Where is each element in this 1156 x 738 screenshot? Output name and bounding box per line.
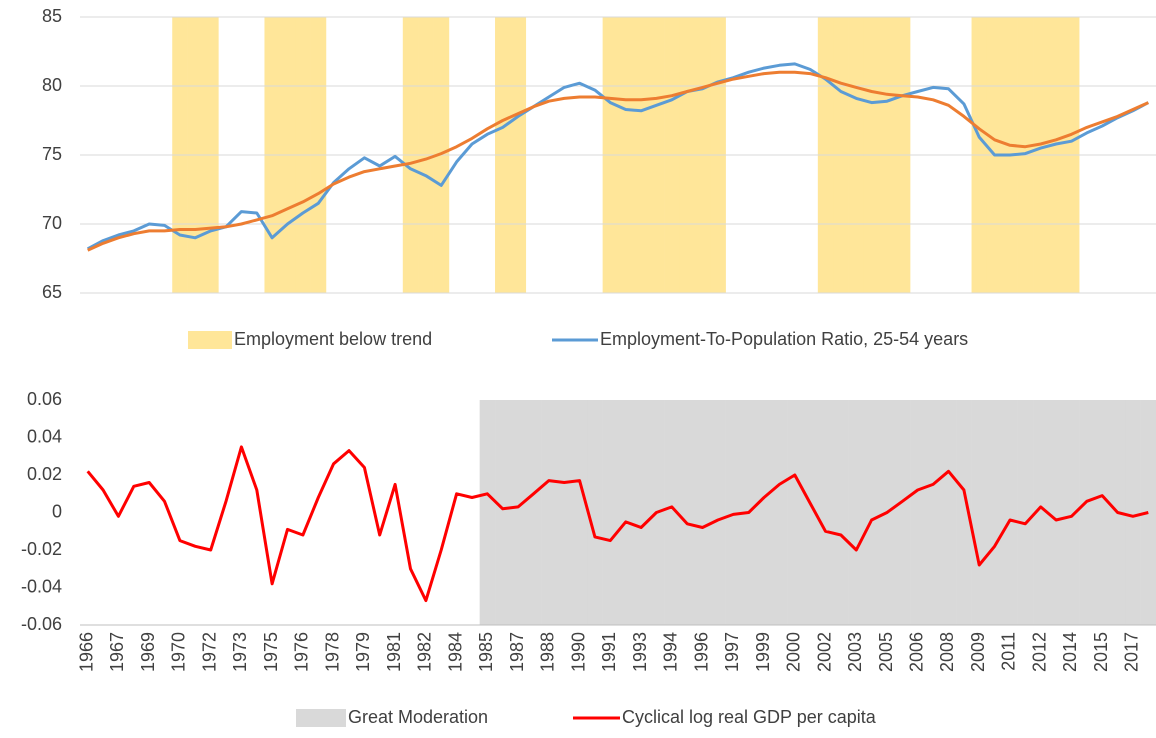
band-bar <box>725 400 742 625</box>
x-tick-label: 1984 <box>445 632 465 672</box>
x-tick-label: 1979 <box>353 632 373 672</box>
x-tick-label: 1994 <box>661 632 681 672</box>
band-bar <box>479 400 496 625</box>
x-tick-label: 1972 <box>199 632 219 672</box>
y-tick-label: -0.02 <box>21 539 62 559</box>
band-bar <box>679 400 696 625</box>
x-tick-label: 1978 <box>322 632 342 672</box>
band-bar <box>756 400 773 625</box>
band-bar <box>1140 400 1156 625</box>
y-tick-label: 70 <box>42 213 62 233</box>
band-bar <box>894 400 911 625</box>
x-tick-label: 1970 <box>169 632 189 672</box>
x-tick-label: 1966 <box>76 632 96 672</box>
x-tick-label: 1985 <box>476 632 496 672</box>
x-tick-label: 2014 <box>1060 632 1080 672</box>
band-bar <box>571 400 588 625</box>
x-tick-label: 1990 <box>568 632 588 672</box>
legend-label: Employment-To-Population Ratio, 25-54 ye… <box>600 329 968 349</box>
x-tick-label: 1982 <box>415 632 435 672</box>
band-bar <box>664 400 680 625</box>
x-tick-label: 1981 <box>384 632 404 672</box>
series-line <box>86 445 1149 603</box>
band-bar <box>633 400 650 625</box>
y-tick-label: 0.04 <box>27 426 62 446</box>
x-tick-label: 1988 <box>538 632 558 672</box>
x-tick-label: 2003 <box>845 632 865 672</box>
x-tick-label: 1996 <box>691 632 711 672</box>
x-tick-label: 2015 <box>1091 632 1111 672</box>
band-bar <box>802 400 819 625</box>
band-bar <box>1094 400 1111 625</box>
band-bar <box>787 400 803 625</box>
x-tick-label: 1999 <box>753 632 773 672</box>
band-bar <box>940 400 957 625</box>
y-tick-label: -0.06 <box>21 614 62 634</box>
x-tick-label: 1976 <box>292 632 312 672</box>
band-bar <box>817 400 834 625</box>
y-tick-label: 0 <box>52 501 62 521</box>
x-tick-label: 1991 <box>599 632 619 672</box>
series-line <box>86 62 1150 251</box>
band-bar <box>510 400 527 625</box>
y-tick-label: 0.06 <box>27 389 62 409</box>
legend-label: Employment below trend <box>234 329 432 349</box>
x-tick-label: 2012 <box>1029 632 1049 672</box>
legend-swatch <box>188 331 232 349</box>
band-bar <box>910 400 926 625</box>
y-tick-label: 65 <box>42 282 62 302</box>
band-bar <box>833 400 849 625</box>
x-tick-label: 2008 <box>937 632 957 672</box>
y-tick-label: 0.02 <box>27 464 62 484</box>
y-tick-label: 75 <box>42 144 62 164</box>
band-bar <box>525 400 542 625</box>
x-tick-label: 2009 <box>968 632 988 672</box>
band-bar <box>602 400 619 625</box>
x-tick-label: 2006 <box>906 632 926 672</box>
band-bar <box>556 400 573 625</box>
band-bar <box>986 400 1003 625</box>
band-bar <box>694 400 711 625</box>
x-tick-label: 2000 <box>784 632 804 672</box>
band-bar <box>1033 400 1049 625</box>
x-tick-label: 1973 <box>230 632 250 672</box>
legend-swatch <box>296 709 346 727</box>
x-tick-label: 2002 <box>814 632 834 672</box>
band-bar <box>925 400 942 625</box>
band-bar <box>1017 400 1034 625</box>
x-tick-label: 2005 <box>876 632 896 672</box>
band-bar <box>587 400 603 625</box>
band-bar <box>1048 400 1065 625</box>
legend-label: Cyclical log real GDP per capita <box>622 707 877 727</box>
band-bar <box>848 400 865 625</box>
band-bar <box>971 400 988 625</box>
band-bar <box>771 400 788 625</box>
y-tick-label: 80 <box>42 75 62 95</box>
x-tick-label: 1987 <box>507 632 527 672</box>
band-bar <box>1002 400 1018 625</box>
legend-label: Great Moderation <box>348 707 488 727</box>
x-tick-label: 2017 <box>1122 632 1142 672</box>
band-bar <box>863 400 880 625</box>
band-bar <box>710 400 726 625</box>
series-line <box>87 70 1149 252</box>
y-tick-label: 85 <box>42 6 62 26</box>
x-tick-label: 1969 <box>138 632 158 672</box>
band-bar <box>956 400 972 625</box>
x-tick-label: 2011 <box>999 632 1019 671</box>
x-tick-label: 1975 <box>261 632 281 672</box>
x-tick-label: 1967 <box>107 632 127 672</box>
x-tick-label: 1997 <box>722 632 742 672</box>
band-bar <box>618 400 634 625</box>
band-bar <box>1125 400 1141 625</box>
x-tick-label: 1993 <box>630 632 650 672</box>
y-tick-label: -0.04 <box>21 576 62 596</box>
band-bar <box>1079 400 1095 625</box>
band-bar <box>541 400 557 625</box>
band-bar <box>495 400 511 625</box>
band-bar <box>1063 400 1080 625</box>
